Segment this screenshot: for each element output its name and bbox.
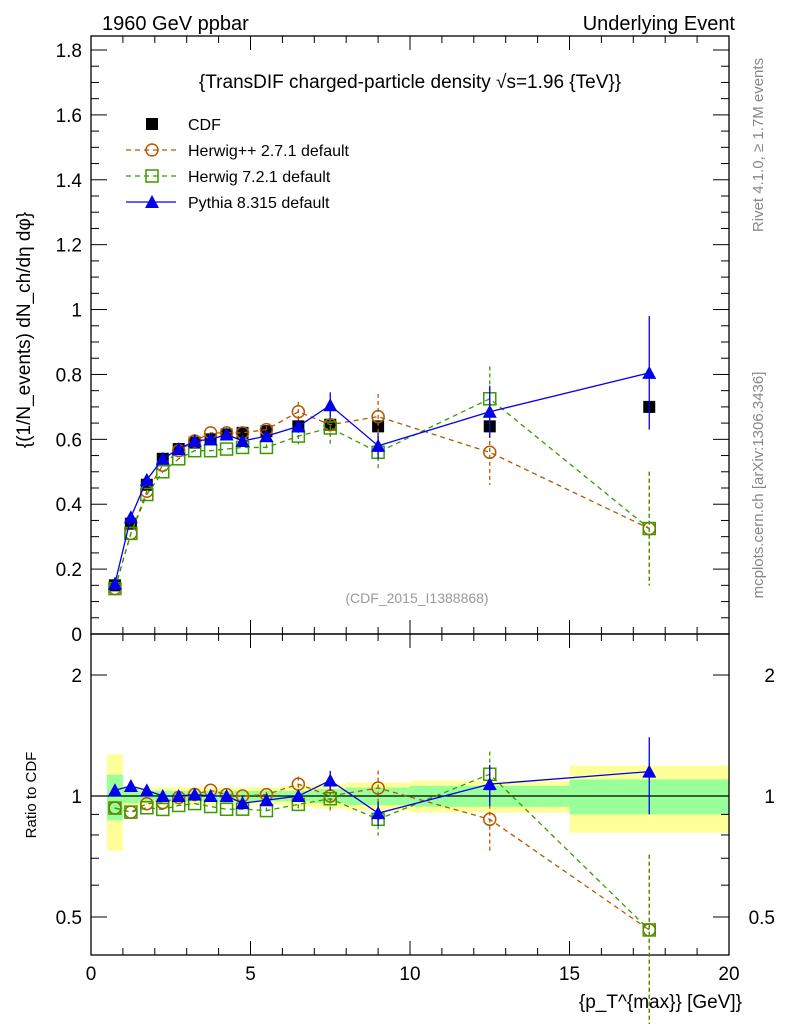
herwig-7-2-1-default-ratio-point: [140, 801, 154, 815]
y-tick-label: 0.2: [56, 560, 82, 581]
pythia-8-315-default-ratio-point: [107, 783, 122, 797]
pythia-8-315-default-line: [114, 372, 650, 584]
x-tick-label: 15: [559, 964, 580, 985]
main-frame: [90, 35, 730, 635]
pythia-8-315-default-point: [323, 398, 338, 412]
herwig-7-2-1-default-ratio-point: [108, 801, 122, 815]
pythia-8-315-default-point: [155, 451, 170, 465]
herwig-7-2-1-default-point: [124, 526, 138, 541]
herwig-7-2-1-default-ratio-point: [156, 802, 170, 817]
pythia-8-315-default-ratio-point: [219, 789, 234, 802]
cdf-point: [236, 426, 249, 439]
pythia-8-315-default-point: [219, 427, 234, 441]
pythia-8-315-default-point: [203, 432, 218, 446]
pythia-8-315-default-ratio-point: [482, 777, 497, 791]
ratio-tick-label: 1: [764, 787, 775, 808]
y-tick-label: 0.4: [56, 495, 83, 516]
legend-marker-herwig-2-7-1-default: [145, 143, 159, 157]
ratio-tick-label: 2: [764, 666, 775, 687]
x-axis-label: {p_T^{max}} [GeV]}: [579, 992, 742, 1013]
y-tick-label: 1: [71, 301, 82, 322]
pythia-8-315-default-point: [259, 429, 274, 443]
herwig-7-2-1-default-point: [642, 521, 656, 536]
pythia-8-315-default-ratio-point: [235, 796, 250, 810]
pythia-8-315-default-ratio-point: [203, 789, 218, 802]
herwig-7-2-1-default-ratio-point: [219, 802, 234, 817]
pythia-8-315-default-ratio-point: [371, 806, 386, 820]
pythia-8-315-default-ratio-point: [291, 789, 306, 802]
herwig-2-7-1-default-point: [371, 409, 385, 424]
pythia-8-315-default-point: [139, 472, 154, 486]
ratio-tick-label: 0.5: [749, 908, 775, 929]
rivet-label: Rivet 4.1.0, ≥ 1.7M events: [750, 58, 767, 232]
ratio-tick-label: 1: [71, 787, 82, 808]
legend-label-cdf: CDF: [188, 117, 221, 134]
header-left: 1960 GeV ppbar: [102, 13, 249, 35]
legend-marker-cdf: [146, 118, 158, 130]
legend-marker-pythia-8-315-default: [145, 195, 159, 208]
pythia-8-315-default-point: [482, 404, 497, 418]
pythia-8-315-default-point: [123, 510, 138, 524]
y-tick-label: 0.8: [56, 365, 82, 386]
cdf-point: [372, 420, 385, 433]
y-tick-label: 1.4: [56, 171, 83, 192]
x-tick-label: 0: [86, 964, 97, 985]
pythia-8-315-default-ratio-point: [259, 793, 274, 807]
pythia-8-315-default-ratio-point: [187, 787, 202, 801]
pythia-8-315-default-ratio-point: [171, 789, 186, 802]
x-tick-label: 20: [718, 964, 739, 985]
herwig-7-2-1-default-ratio-point: [124, 805, 138, 819]
mcplots-label: mcplots.cern.ch [arXiv:1306.3436]: [750, 372, 767, 599]
pythia-8-315-default-ratio-point: [139, 783, 154, 797]
legend-label-pythia-8-315-default: Pythia 8.315 default: [188, 195, 330, 212]
pythia-8-315-default-point: [235, 433, 250, 447]
legend-marker-herwig-7-2-1-default: [145, 169, 159, 183]
chart-title: {TransDIF charged-particle density √s=1.…: [199, 72, 621, 93]
legend-label-herwig-2-7-1-default: Herwig++ 2.7.1 default: [188, 143, 350, 160]
pythia-8-315-default-ratio-point: [323, 773, 338, 787]
y-tick-label: 1.6: [56, 106, 82, 127]
x-tick-label: 5: [245, 964, 256, 985]
herwig-2-7-1-default-ratio-point: [483, 812, 497, 827]
pythia-8-315-default-point: [371, 438, 386, 452]
herwig-7-2-1-default-point: [219, 442, 234, 456]
herwig-2-7-1-default-ratio-point: [371, 781, 385, 795]
herwig-2-7-1-default-ratio-point: [124, 805, 138, 819]
y-tick-label: 1.8: [56, 41, 82, 62]
ratio-tick-label: 0.5: [56, 908, 82, 929]
y-axis-label: {(1/N_events) dN_ch/dη dφ}: [14, 212, 35, 448]
pythia-8-315-default-ratio-point: [155, 789, 170, 802]
herwig-7-2-1-default-ratio-point: [323, 791, 337, 806]
herwig-7-2-1-default-ratio-point: [642, 923, 656, 937]
herwig-7-2-1-default-line: [114, 398, 650, 589]
ratio-y-label: Ratio to CDF: [23, 752, 40, 839]
herwig-7-2-1-default-point: [156, 465, 170, 479]
pythia-8-315-default-point: [171, 442, 186, 456]
y-tick-label: 0.6: [56, 430, 82, 451]
ratio-tick-label: 2: [71, 666, 82, 687]
herwig-2-7-1-default-point: [291, 405, 306, 419]
pythia-8-315-default-point: [642, 365, 657, 379]
pythia-8-315-default-ratio-point: [642, 764, 657, 778]
y-tick-label: 1.2: [56, 236, 82, 257]
legend-label-herwig-7-2-1-default: Herwig 7.2.1 default: [188, 169, 331, 186]
pythia-8-315-default-ratio-point: [123, 779, 138, 793]
herwig-7-2-1-default-point: [323, 421, 337, 435]
pythia-8-315-default-point: [107, 576, 122, 590]
pythia-8-315-default-point: [291, 419, 306, 433]
header-right: Underlying Event: [583, 13, 736, 35]
pythia-8-315-default-point: [187, 433, 202, 447]
herwig-2-7-1-default-point: [483, 445, 497, 460]
x-tick-label: 10: [399, 964, 420, 985]
watermark: (CDF_2015_I1388868): [345, 590, 488, 606]
y-tick-label: 0: [71, 625, 82, 646]
